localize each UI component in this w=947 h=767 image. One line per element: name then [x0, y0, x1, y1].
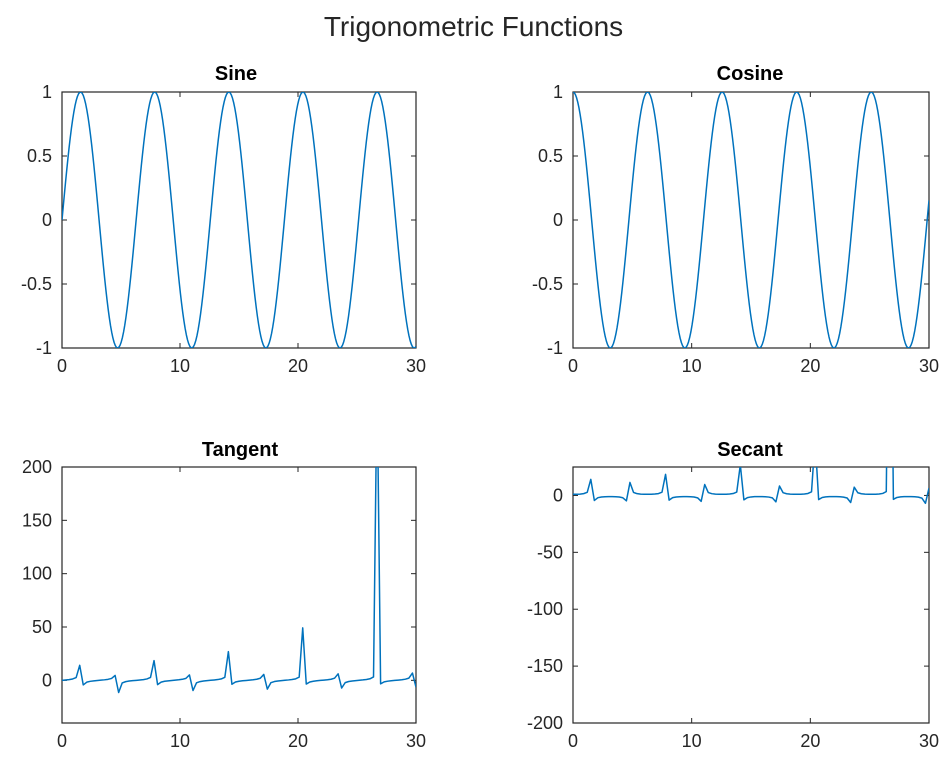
y-tick-label: -100 [527, 599, 563, 619]
axes-box-secant [572, 466, 930, 724]
x-tick-label: 0 [568, 731, 578, 751]
axes-box-sine [61, 91, 417, 349]
axes-box-tangent [61, 466, 417, 724]
y-tick-label: 0.5 [538, 146, 563, 166]
series-line-secant [573, 467, 929, 505]
x-tick-label: 20 [800, 356, 820, 376]
x-tick-label: 0 [57, 356, 67, 376]
y-tick-label: 200 [22, 457, 52, 477]
y-tick-label: -0.5 [21, 274, 52, 294]
y-tick-label: 0 [553, 210, 563, 230]
x-tick-label: 30 [919, 731, 939, 751]
x-tick-label: 20 [288, 731, 308, 751]
x-tick-label: 30 [919, 356, 939, 376]
axes-cosine: Cosine 0 10 20 30 -1 -0.5 0 0.5 1 [532, 63, 939, 376]
y-tick-label: 0 [553, 485, 563, 505]
y-tick-label: 100 [22, 564, 52, 584]
plot-area-tangent [62, 467, 416, 694]
y-tick-label: 1 [553, 82, 563, 102]
plot-area-secant [573, 467, 929, 505]
axes-box-cosine [572, 91, 930, 349]
y-tick-label: -1 [547, 338, 563, 358]
x-tick-label: 10 [170, 731, 190, 751]
axes-title-secant: Secant [717, 439, 783, 461]
x-tick-label: 10 [682, 356, 702, 376]
axes-title-tangent: Tangent [202, 439, 279, 461]
x-tick-label: 30 [406, 731, 426, 751]
y-tick-label: -0.5 [532, 274, 563, 294]
ticks-tangent: 0 10 20 30 0 50 100 150 200 [22, 457, 426, 751]
y-tick-label: 0 [42, 210, 52, 230]
x-tick-label: 0 [57, 731, 67, 751]
ticks-cosine: 0 10 20 30 -1 -0.5 0 0.5 1 [532, 82, 939, 376]
y-tick-label: 0 [42, 670, 52, 690]
y-tick-label: 150 [22, 510, 52, 530]
plot-area-cosine [573, 92, 929, 348]
series-line-tangent [62, 467, 416, 694]
y-tick-label: 50 [32, 617, 52, 637]
axes-tangent: Tangent 0 10 20 30 0 50 100 150 200 [22, 439, 426, 751]
y-tick-label: -50 [537, 542, 563, 562]
x-tick-label: 20 [288, 356, 308, 376]
y-tick-label: -1 [36, 338, 52, 358]
series-line-sine [62, 92, 416, 348]
ticks-sine: 0 10 20 30 -1 -0.5 0 0.5 1 [21, 82, 426, 376]
axes-secant: Secant 0 10 20 30 -200 -150 -100 -50 0 [527, 439, 939, 751]
figure-title: Trigonometric Functions [324, 11, 623, 42]
y-tick-label: 1 [42, 82, 52, 102]
x-tick-label: 20 [800, 731, 820, 751]
x-tick-label: 30 [406, 356, 426, 376]
series-line-cosine [573, 92, 929, 348]
y-tick-label: 0.5 [27, 146, 52, 166]
x-tick-label: 10 [170, 356, 190, 376]
plot-area-sine [62, 92, 416, 348]
axes-title-cosine: Cosine [717, 63, 784, 85]
x-tick-label: 10 [682, 731, 702, 751]
axes-title-sine: Sine [215, 63, 257, 85]
axes-sine: Sine 0 10 20 30 -1 -0.5 0 0.5 1 [21, 63, 426, 376]
y-tick-label: -150 [527, 656, 563, 676]
y-tick-label: -200 [527, 713, 563, 733]
x-tick-label: 0 [568, 356, 578, 376]
ticks-secant: 0 10 20 30 -200 -150 -100 -50 0 [527, 467, 939, 751]
